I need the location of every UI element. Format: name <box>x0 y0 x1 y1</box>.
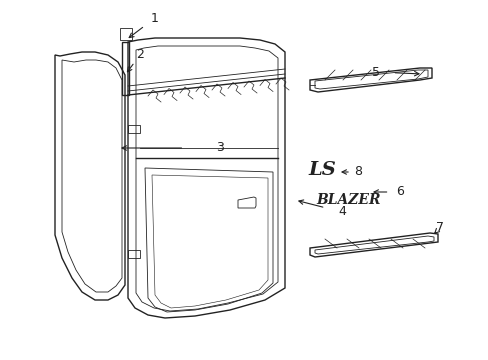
Text: 2: 2 <box>136 49 143 62</box>
Text: 7: 7 <box>435 221 443 234</box>
Text: 6: 6 <box>395 185 403 198</box>
Text: 8: 8 <box>353 166 361 179</box>
Text: 3: 3 <box>216 141 224 154</box>
Text: BLAZER: BLAZER <box>315 193 380 207</box>
Text: 5: 5 <box>371 66 379 78</box>
Text: 1: 1 <box>151 12 159 24</box>
Text: 4: 4 <box>337 206 345 219</box>
Text: LS: LS <box>307 161 335 179</box>
